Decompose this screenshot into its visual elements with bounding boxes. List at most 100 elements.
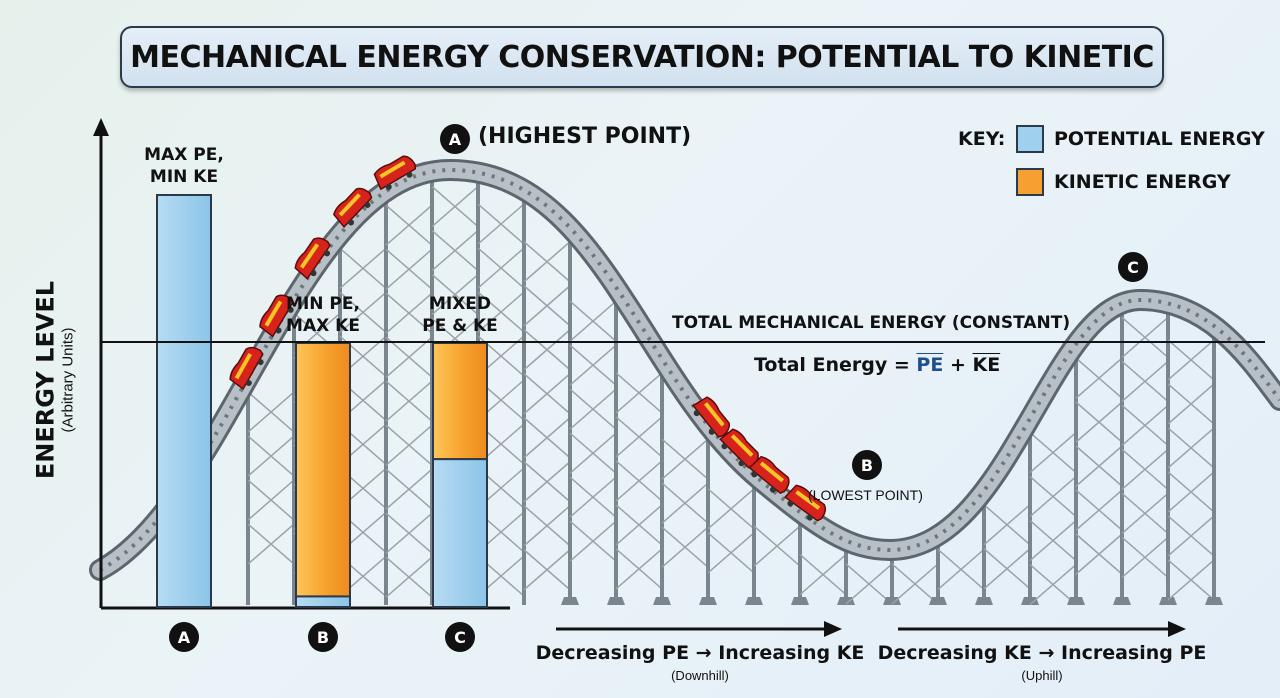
point-b-label: (LOWEST POINT) <box>808 487 923 503</box>
coaster-track <box>89 158 1280 581</box>
support-brace <box>799 553 847 596</box>
coaster-car <box>332 187 373 229</box>
support-brace <box>753 525 801 567</box>
support-brace <box>1029 563 1077 606</box>
support-brace <box>615 372 663 414</box>
support-footing <box>745 597 763 605</box>
support-brace <box>385 556 433 598</box>
key-ke-swatch <box>1016 168 1044 196</box>
support-brace <box>1029 519 1077 562</box>
support-footing <box>1113 597 1131 605</box>
support-footing <box>699 597 717 605</box>
support-brace <box>247 523 295 565</box>
bar-c-caption-line2: PE & KE <box>422 316 498 336</box>
support-brace <box>1075 445 1123 487</box>
support-brace <box>1075 533 1123 575</box>
support-brace <box>339 291 387 333</box>
coaster-car <box>294 237 331 280</box>
support-brace <box>569 432 617 474</box>
point-c-marker: C <box>1118 252 1148 282</box>
bar-b-caption: MIN PE, MAX KE <box>286 293 360 337</box>
page-title: MECHANICAL ENERGY CONSERVATION: POTENTIA… <box>130 39 1154 75</box>
support-brace <box>385 380 433 422</box>
support-brace <box>523 417 571 459</box>
bar-c-marker: C <box>445 622 475 652</box>
bar-b-caption-line1: MIN PE, <box>286 294 360 314</box>
support-footing <box>975 597 993 605</box>
bar-c-caption-line1: MIXED <box>428 294 492 314</box>
support-brace <box>477 203 525 245</box>
support-brace <box>1167 383 1215 425</box>
total-energy-formula: Total Energy = PE + KE <box>754 354 1000 376</box>
key-pe-label: POTENTIAL ENERGY <box>1054 128 1265 150</box>
support-brace <box>707 488 755 530</box>
point-a-label: (HIGHEST POINT) <box>478 124 692 149</box>
support-brace <box>569 300 617 342</box>
y-axis-label: ENERGY LEVEL (Arbitrary Units) <box>32 281 77 479</box>
support-brace <box>523 505 571 547</box>
title-banner: MECHANICAL ENERGY CONSERVATION: POTENTIA… <box>120 26 1164 88</box>
coaster-car <box>259 294 294 338</box>
bar-b-pe-segment <box>295 595 351 609</box>
support-brace <box>523 549 571 591</box>
support-footing <box>1021 597 1039 605</box>
support-footing <box>883 597 901 605</box>
support-footing <box>1159 597 1177 605</box>
support-brace <box>983 504 1031 546</box>
support-brace <box>247 479 295 521</box>
support-brace <box>1121 360 1169 402</box>
support-brace <box>431 186 479 228</box>
support-brace <box>1075 489 1123 531</box>
support-brace <box>569 520 617 562</box>
bar-a-pe-segment <box>156 194 212 608</box>
bar-c-ke-segment <box>432 342 488 461</box>
support-footing <box>653 597 671 605</box>
y-axis-title: ENERGY LEVEL <box>31 280 60 480</box>
key-pe-swatch <box>1016 125 1044 153</box>
support-brace <box>385 248 433 290</box>
support-brace <box>707 532 755 574</box>
coaster-cars <box>229 155 827 522</box>
support-brace <box>431 230 479 272</box>
support-footing <box>561 597 579 605</box>
downhill-subcaption: (Downhill) <box>671 668 729 683</box>
support-brace <box>615 504 663 546</box>
support-brace <box>615 460 663 502</box>
support-footing <box>837 597 855 605</box>
support-brace <box>937 548 985 591</box>
support-brace <box>891 563 939 605</box>
support-brace <box>661 526 709 568</box>
point-a-marker: A <box>440 124 470 154</box>
support-brace <box>1121 492 1169 534</box>
coaster-car <box>692 396 731 438</box>
total-energy-label: TOTAL MECHANICAL ENERGY (CONSTANT) <box>672 313 1071 333</box>
support-brace <box>385 204 433 246</box>
bar-a-marker: A <box>169 622 199 652</box>
bar-c-caption: MIXED PE & KE <box>422 293 498 337</box>
energy-bars <box>156 194 488 609</box>
bar-b-caption-line2: MAX KE <box>286 316 360 336</box>
support-brace <box>477 291 525 333</box>
uphill-subcaption: (Uphill) <box>1021 668 1063 683</box>
support-brace <box>1167 427 1215 469</box>
support-brace <box>385 468 433 510</box>
uphill-arrowhead <box>1168 621 1186 637</box>
support-brace <box>385 292 433 334</box>
support-brace <box>1121 536 1169 578</box>
support-brace <box>661 438 709 480</box>
support-brace <box>247 435 295 477</box>
support-brace <box>1121 448 1169 490</box>
support-brace <box>1029 431 1077 474</box>
support-brace <box>1167 515 1215 557</box>
coaster-car <box>229 346 264 391</box>
track-supports <box>246 179 1223 606</box>
support-brace <box>569 388 617 430</box>
support-brace <box>1121 316 1169 358</box>
bar-b-ke-segment <box>295 342 351 598</box>
support-footing <box>1205 597 1223 605</box>
bar-b-marker: B <box>308 622 338 652</box>
bar-a-caption: MAX PE, MIN KE <box>144 144 224 188</box>
support-brace <box>523 461 571 503</box>
y-axis-arrowhead <box>93 118 109 136</box>
